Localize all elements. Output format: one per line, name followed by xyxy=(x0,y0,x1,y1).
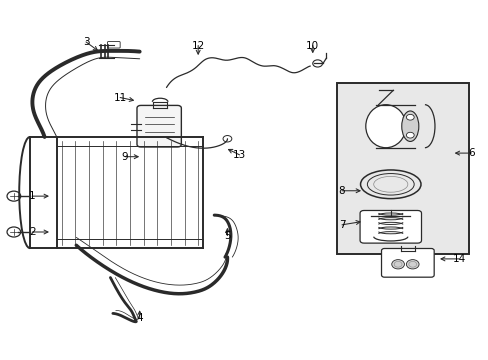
Text: 14: 14 xyxy=(451,254,465,264)
Text: 4: 4 xyxy=(136,313,142,323)
Circle shape xyxy=(406,114,413,120)
Text: 2: 2 xyxy=(29,227,36,237)
Circle shape xyxy=(223,135,231,142)
Text: 13: 13 xyxy=(232,150,246,160)
Text: 9: 9 xyxy=(122,152,128,162)
Text: 3: 3 xyxy=(82,37,89,47)
Ellipse shape xyxy=(365,105,405,148)
Bar xyxy=(336,83,468,253)
Circle shape xyxy=(312,60,322,67)
Text: 11: 11 xyxy=(113,93,126,103)
FancyBboxPatch shape xyxy=(359,211,421,243)
Circle shape xyxy=(406,132,413,138)
Text: 5: 5 xyxy=(224,231,230,240)
Circle shape xyxy=(391,260,404,269)
Ellipse shape xyxy=(401,111,418,141)
FancyBboxPatch shape xyxy=(107,41,120,48)
Text: 7: 7 xyxy=(338,220,345,230)
Text: 1: 1 xyxy=(29,191,36,201)
Text: 12: 12 xyxy=(191,41,204,50)
Circle shape xyxy=(406,260,418,269)
FancyBboxPatch shape xyxy=(381,248,433,277)
FancyBboxPatch shape xyxy=(137,105,181,147)
Text: 6: 6 xyxy=(467,148,473,158)
Text: 8: 8 xyxy=(338,186,345,196)
Text: 10: 10 xyxy=(305,41,319,50)
